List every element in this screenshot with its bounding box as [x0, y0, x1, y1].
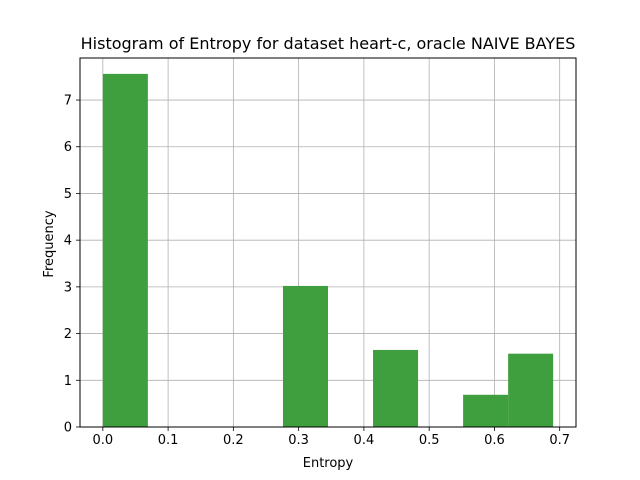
y-tick-label: 3 — [64, 280, 72, 295]
x-tick-label: 0.3 — [288, 433, 309, 448]
histogram-bars — [102, 73, 554, 427]
x-tick-label: 0.1 — [158, 433, 179, 448]
grid-lines — [80, 58, 576, 428]
x-axis-ticks: 0.0 0.1 0.2 0.3 0.4 0.5 0.6 0.7 — [92, 427, 570, 448]
y-tick-label: 4 — [64, 234, 72, 249]
histogram-bar-0 — [102, 73, 148, 427]
x-tick-label: 0.5 — [419, 433, 440, 448]
plot-frame — [79, 57, 577, 428]
y-tick-label: 5 — [64, 187, 72, 202]
x-tick-label: 0.0 — [92, 433, 113, 448]
y-axis-ticks: 0 1 2 3 4 5 6 7 — [64, 94, 80, 436]
histogram-bar-6 — [373, 349, 419, 427]
y-tick-label: 0 — [64, 421, 72, 436]
x-tick-label: 0.4 — [354, 433, 375, 448]
x-tick-label: 0.2 — [223, 433, 244, 448]
histogram-bar-4 — [282, 285, 328, 427]
x-tick-label: 0.6 — [484, 433, 505, 448]
chart-title: Histogram of Entropy for dataset heart-c… — [81, 34, 576, 53]
y-tick-label: 2 — [64, 327, 72, 342]
y-axis-label: Frequency — [42, 210, 57, 277]
y-tick-label: 6 — [64, 140, 72, 155]
y-tick-label: 1 — [64, 374, 72, 389]
histogram-bar-8 — [463, 394, 509, 427]
x-tick-label: 0.7 — [549, 433, 570, 448]
histogram-bar-9 — [508, 353, 554, 427]
x-axis-label: Entropy — [303, 456, 354, 471]
y-tick-label: 7 — [64, 94, 72, 109]
